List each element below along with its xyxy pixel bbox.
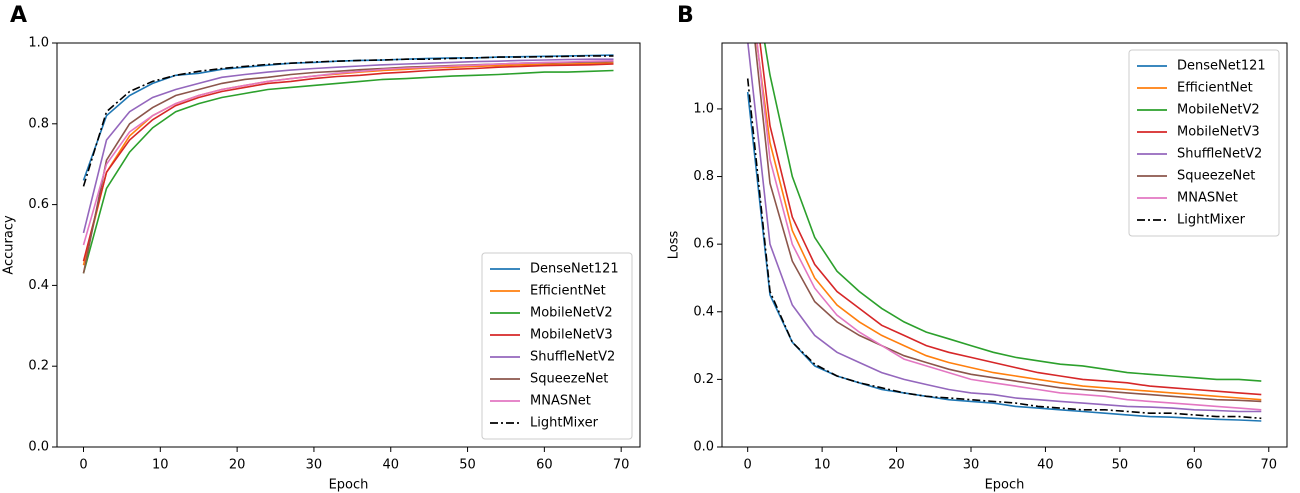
axes-frame: [721, 42, 1288, 448]
y-tick-label: 0.4: [693, 304, 714, 319]
panel-label: A: [10, 3, 27, 28]
series-line: [82, 69, 614, 274]
y-tick-label: 0.0: [693, 440, 714, 455]
y-tick-label: 0.6: [693, 237, 714, 252]
x-tick-label: 60: [536, 458, 553, 473]
x-tick-label: 10: [152, 458, 169, 473]
series-line: [756, 43, 1262, 401]
legend-box: [1128, 49, 1280, 237]
series-line: [747, 43, 1262, 413]
x-tick-label: 30: [306, 458, 323, 473]
series-line: [759, 43, 1262, 396]
legend-label: MobileNetV3: [530, 328, 613, 343]
series-line: [756, 43, 1262, 411]
series-line: [754, 43, 1262, 403]
x-tick-label: 20: [888, 458, 905, 473]
series-line: [746, 78, 1262, 420]
y-tick-label: 1.0: [28, 36, 49, 51]
legend-label: EfficientNet: [1177, 81, 1253, 96]
legend-label: EfficientNet: [530, 284, 606, 299]
y-tick-label: 0.2: [28, 359, 49, 374]
legend-label: MobileNetV3: [1177, 125, 1260, 140]
legend-label: MNASNet: [1177, 191, 1238, 206]
x-axis-label: Epoch: [985, 478, 1025, 493]
legend-label: DenseNet121: [530, 262, 619, 277]
panel-label: B: [677, 3, 694, 28]
legend-label: MobileNetV2: [1177, 103, 1260, 118]
series-line: [82, 63, 614, 262]
x-tick-label: 70: [613, 458, 630, 473]
subplot: A 0 10 20 30 40 50 60 70 0.0 0.2 0.4 0.6 0.8 1.0 Epoch A…: [2, 3, 641, 493]
y-tick-label: 1.0: [693, 101, 714, 116]
x-tick-label: 70: [1260, 458, 1277, 473]
legend-box: [481, 252, 633, 440]
subplot: B 0 10 20 30 40 50 60 70 0.0 0.2 0.4 0.6 0.8 1.0 Epoch L…: [667, 3, 1288, 493]
x-axis-label: Epoch: [329, 478, 369, 493]
y-axis-label: Loss: [667, 231, 682, 260]
x-tick-label: 30: [963, 458, 980, 473]
legend-label: DenseNet121: [1177, 59, 1266, 74]
legend-label: MNASNet: [530, 394, 591, 409]
y-tick-label: 0.8: [693, 169, 714, 184]
x-tick-label: 10: [814, 458, 831, 473]
y-tick-label: 0.8: [28, 116, 49, 131]
x-tick-label: 50: [1112, 458, 1129, 473]
legend-label: SqueezeNet: [1177, 169, 1255, 184]
legend-label: ShuffleNetV2: [530, 350, 615, 365]
legend-label: SqueezeNet: [530, 372, 608, 387]
legend-label: ShuffleNetV2: [1177, 147, 1262, 162]
y-tick-label: 0.4: [28, 278, 49, 293]
x-tick-label: 0: [79, 458, 87, 473]
series-line: [82, 58, 614, 234]
legend-label: MobileNetV2: [530, 306, 613, 321]
series-line: [82, 60, 614, 246]
x-tick-label: 20: [229, 458, 246, 473]
axes-frame: [56, 42, 641, 448]
x-tick-label: 0: [744, 458, 752, 473]
y-tick-label: 0.0: [28, 440, 49, 455]
legend-label: LightMixer: [530, 416, 599, 431]
y-axis-label: Accuracy: [2, 215, 17, 275]
series-line: [763, 43, 1262, 382]
x-tick-label: 40: [1037, 458, 1054, 473]
x-tick-label: 40: [382, 458, 399, 473]
y-tick-label: 0.6: [28, 197, 49, 212]
x-tick-label: 60: [1186, 458, 1203, 473]
y-tick-label: 0.2: [693, 372, 714, 387]
series-line: [82, 55, 614, 187]
legend-label: LightMixer: [1177, 213, 1246, 228]
x-tick-label: 50: [459, 458, 476, 473]
